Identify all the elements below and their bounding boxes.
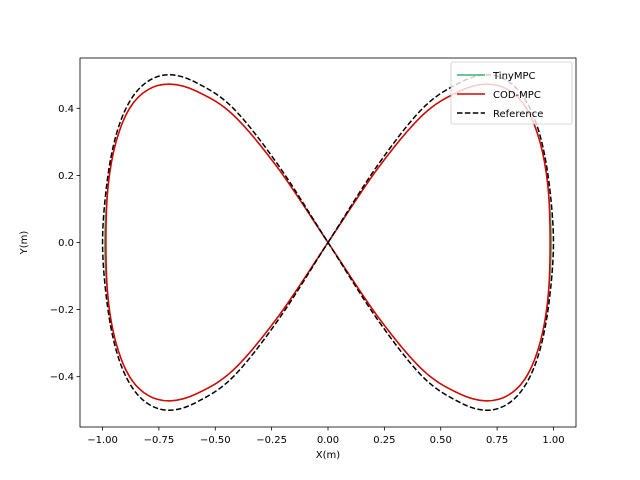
y-tick-label: −0.4 <box>50 372 74 383</box>
legend-box <box>450 61 573 125</box>
x-tick-label: 0.50 <box>430 435 452 446</box>
y-tick-label: −0.2 <box>50 305 74 316</box>
y-tick-label: 0.2 <box>58 171 74 182</box>
x-tick-label: 0.75 <box>486 435 508 446</box>
legend-label-cod-mpc: COD-MPC <box>493 90 541 101</box>
x-tick-label: 0.25 <box>373 435 395 446</box>
x-tick-label: 1.00 <box>542 435 564 446</box>
x-tick-label: 0.00 <box>317 435 339 446</box>
x-tick-label: −1.00 <box>87 435 118 446</box>
legend-label-reference: Reference <box>493 109 543 120</box>
y-tick-label: 0.4 <box>58 104 74 115</box>
x-axis-ticks: −1.00 −0.75 −0.50 −0.25 0.00 0.25 0.50 0.75 1.00 <box>87 427 565 446</box>
x-tick-label: −0.75 <box>144 435 175 446</box>
legend: TinyMPC COD-MPC Reference <box>450 61 573 125</box>
legend-label-tinympc: TinyMPC <box>492 71 535 82</box>
x-axis-label: X(m) <box>316 450 340 461</box>
y-axis-ticks: −0.4 −0.2 0.0 0.2 0.4 <box>50 104 80 383</box>
y-tick-label: 0.0 <box>58 238 74 249</box>
x-tick-label: −0.50 <box>200 435 231 446</box>
y-axis-label: Y(m) <box>19 231 30 256</box>
x-tick-label: −0.25 <box>256 435 287 446</box>
